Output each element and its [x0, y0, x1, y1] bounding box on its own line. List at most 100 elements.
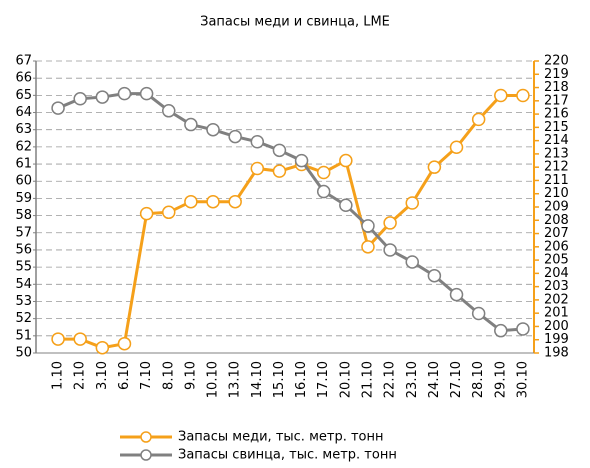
- y-tick-label: 63: [15, 122, 32, 137]
- data-point: [51, 332, 65, 346]
- y2-tick-label: 215: [544, 120, 569, 135]
- y-tick-label: 60: [15, 174, 32, 189]
- data-point: [383, 243, 397, 257]
- x-tick-label: 24.10: [427, 361, 442, 398]
- x-tick-label: 6.10: [117, 361, 132, 390]
- data-point: [294, 153, 309, 168]
- y2-tick-label: 209: [544, 200, 569, 215]
- data-point: [516, 322, 530, 336]
- data-point: [117, 86, 132, 101]
- series-line: [57, 92, 524, 333]
- x-tick-label: 16.10: [294, 361, 309, 398]
- data-point: [449, 140, 464, 155]
- data-point: [405, 255, 419, 269]
- x-tick-label: 23.10: [405, 361, 420, 398]
- x-tick-label: 15.10: [272, 361, 287, 398]
- x-tick-label: 8.10: [161, 361, 176, 390]
- data-point: [405, 196, 419, 210]
- data-point: [471, 112, 486, 127]
- data-point: [206, 194, 220, 209]
- y-tick-label: 54: [15, 277, 32, 292]
- data-point: [228, 194, 242, 209]
- y-tick-label: 55: [15, 260, 32, 275]
- data-point: [339, 153, 353, 168]
- x-tick-label: 7.10: [139, 361, 154, 390]
- data-point: [73, 332, 87, 346]
- y2-tick-label: 217: [544, 93, 569, 108]
- data-point: [228, 129, 242, 144]
- y-tick-label: 62: [15, 139, 32, 154]
- y-tick-label: 64: [15, 105, 32, 120]
- y2-tick-label: 207: [544, 226, 569, 241]
- data-point: [95, 90, 110, 104]
- data-point: [139, 86, 154, 101]
- y-tick-label: 67: [15, 54, 32, 69]
- data-point: [361, 219, 375, 233]
- y2-tick-label: 216: [544, 107, 569, 122]
- data-point: [471, 306, 486, 321]
- y2-tick-label: 203: [544, 279, 569, 294]
- data-point: [117, 336, 132, 351]
- data-point: [427, 268, 442, 283]
- y-tick-label: 57: [15, 225, 32, 240]
- data-point: [95, 340, 110, 355]
- data-point: [250, 161, 265, 176]
- x-tick-label: 17.10: [316, 361, 331, 398]
- x-tick-label: 1.10: [51, 361, 66, 390]
- data-point: [516, 88, 530, 103]
- x-tick-label: 20.10: [338, 361, 353, 398]
- y-tick-label: 59: [15, 191, 32, 206]
- y2-tick-label: 214: [544, 133, 569, 148]
- data-point: [449, 287, 464, 302]
- y2-tick-label: 201: [544, 306, 569, 321]
- x-tick-label: 21.10: [360, 361, 375, 398]
- y2-tick-label: 200: [544, 319, 569, 334]
- y-tick-label: 61: [15, 157, 32, 172]
- data-point: [272, 164, 287, 178]
- y2-tick-label: 199: [544, 332, 569, 347]
- x-tick-label: 28.10: [471, 361, 486, 398]
- y-tick-label: 52: [15, 311, 32, 326]
- y2-tick-label: 211: [544, 173, 569, 188]
- x-tick-label: 27.10: [449, 361, 464, 398]
- data-point: [184, 194, 198, 209]
- data-point: [427, 160, 442, 174]
- x-tick-label: 30.10: [515, 361, 530, 398]
- y-tick-label: 53: [15, 294, 32, 309]
- x-tick-label: 29.10: [493, 361, 508, 398]
- y2-tick-label: 202: [544, 292, 569, 307]
- y2-tick-label: 220: [544, 54, 569, 69]
- data-point: [139, 206, 154, 221]
- data-point: [339, 198, 353, 213]
- data-point: [361, 240, 375, 254]
- y2-tick-label: 198: [544, 346, 569, 361]
- y-tick-label: 51: [15, 328, 32, 343]
- y2-tick-label: 212: [544, 160, 569, 175]
- y-tick-label: 65: [15, 88, 32, 103]
- y2-tick-label: 205: [544, 253, 569, 268]
- y2-tick-label: 206: [544, 239, 569, 254]
- x-tick-label: 2.10: [73, 361, 88, 390]
- y-tick-label: 66: [15, 71, 32, 86]
- data-point: [383, 216, 397, 230]
- data-point: [316, 165, 331, 180]
- y2-tick-label: 219: [544, 67, 569, 82]
- data-point: [272, 143, 287, 158]
- data-point: [494, 323, 508, 338]
- data-point: [206, 122, 220, 137]
- data-point: [51, 101, 65, 115]
- y2-tick-label: 218: [544, 80, 569, 95]
- series-line: [58, 94, 523, 350]
- legend-label: Запасы меди, тыс. метр. тонн: [178, 430, 384, 445]
- x-tick-label: 9.10: [183, 361, 198, 390]
- y2-tick-label: 213: [544, 146, 569, 161]
- data-point: [162, 104, 176, 118]
- y2-tick-label: 208: [544, 213, 569, 228]
- data-point: [162, 205, 176, 220]
- x-tick-label: 3.10: [95, 361, 110, 390]
- x-tick-label: 13.10: [228, 361, 243, 398]
- y-tick-label: 56: [15, 242, 32, 257]
- legend-marker: [140, 449, 152, 461]
- legend-marker: [140, 431, 152, 443]
